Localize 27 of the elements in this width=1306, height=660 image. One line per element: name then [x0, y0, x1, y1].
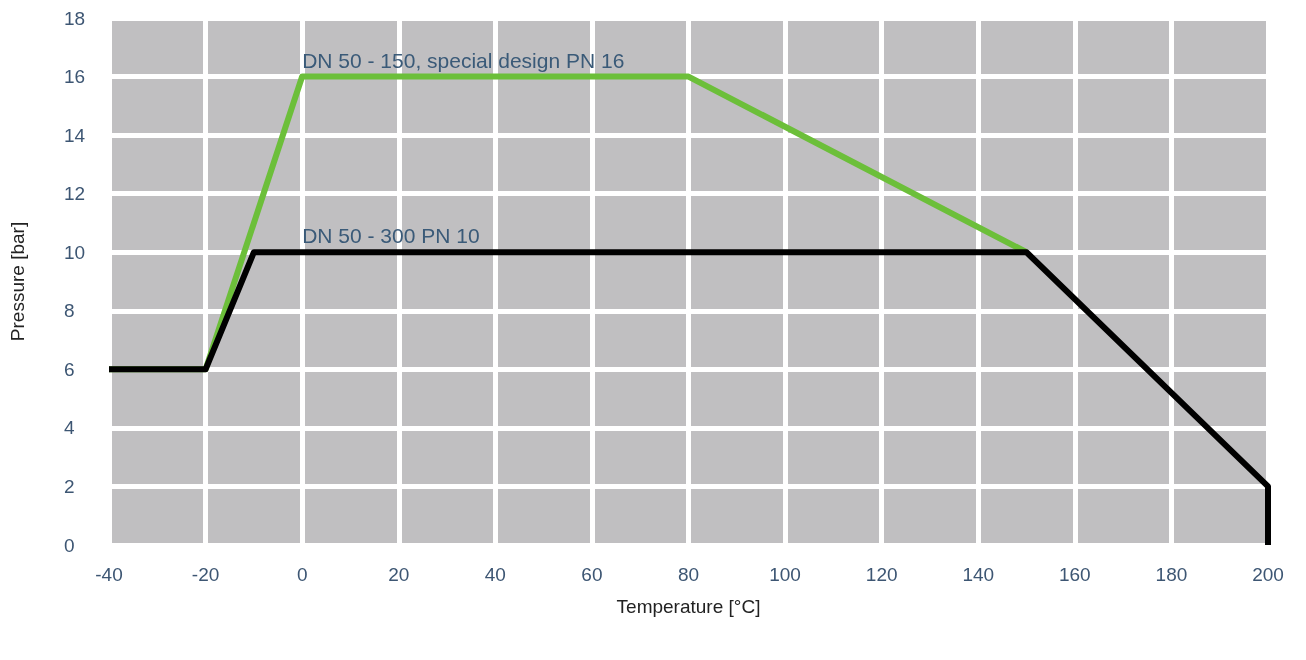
x-tick-label: 100 [769, 564, 801, 585]
y-axis-title: Pressure [bar] [7, 221, 28, 342]
x-tick-label: 40 [484, 564, 506, 585]
x-tick-label: 80 [677, 564, 700, 585]
y-tick-label: 14 [64, 124, 86, 146]
y-tick-label: 4 [64, 417, 75, 439]
x-tick-label: 160 [1058, 564, 1091, 585]
x-tick-label: 180 [1155, 564, 1188, 585]
x-tick-label: 200 [1252, 564, 1284, 585]
annotation: DN 50 - 300 PN 10 [302, 224, 480, 248]
y-tick-label: 18 [64, 7, 86, 29]
y-tick-label: 8 [64, 300, 75, 322]
x-tick-label: -20 [191, 564, 220, 585]
x-tick-label: 0 [296, 564, 308, 585]
x-tick-label: -40 [95, 564, 123, 585]
y-tick-label: 12 [64, 183, 86, 205]
y-tick-label: 0 [64, 534, 75, 556]
x-tick-label: 60 [581, 564, 603, 585]
annotation: DN 50 - 150, special design PN 16 [302, 48, 625, 72]
y-tick-label: 10 [64, 241, 86, 263]
y-tick-label: 2 [64, 475, 75, 497]
x-axis-title: Temperature [°C] [616, 596, 761, 617]
y-tick-label: 6 [64, 358, 75, 380]
x-tick-label: 20 [388, 564, 410, 585]
x-tick-label: 120 [865, 564, 898, 585]
x-tick-label: 140 [962, 564, 995, 585]
y-tick-label: 16 [64, 66, 86, 88]
